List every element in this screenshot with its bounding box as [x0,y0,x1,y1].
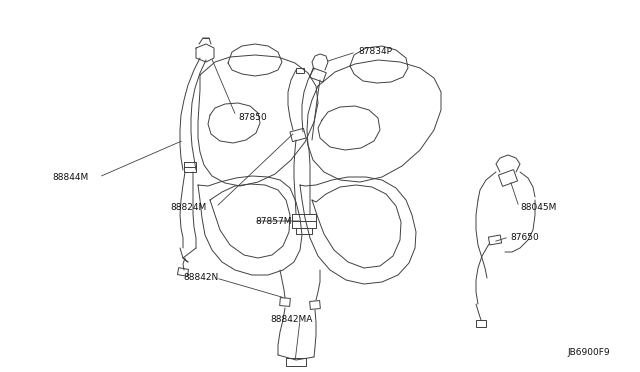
Text: 88842N: 88842N [183,273,218,282]
Bar [290,128,306,142]
Text: 88045M: 88045M [520,202,556,212]
Text: 88842MA: 88842MA [270,315,312,324]
Bar [310,68,326,82]
Bar [310,301,321,310]
Text: 88824M: 88824M [170,202,206,212]
Bar [499,170,518,186]
Text: JB6900F9: JB6900F9 [568,348,610,357]
Bar [286,358,306,366]
Bar [296,67,304,73]
Text: 87857M: 87857M [255,218,291,227]
Bar [476,320,486,327]
Bar [488,235,502,245]
Text: 87850: 87850 [238,112,267,122]
Bar [177,268,189,276]
Text: 87650: 87650 [510,232,539,241]
Text: 87834P: 87834P [358,48,392,57]
Bar [280,298,291,307]
Text: 88844M: 88844M [52,173,88,183]
